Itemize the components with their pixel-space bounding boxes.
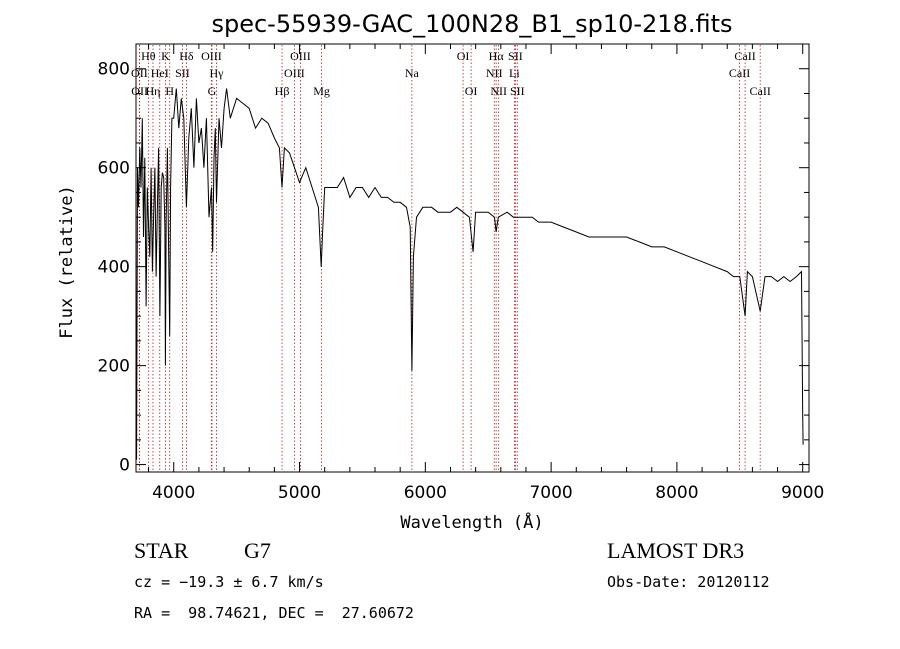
plot-frame [135, 43, 810, 473]
line-marker-label-25: CaII [734, 49, 755, 63]
observation-date: Obs-Date: 20120112 [607, 573, 770, 591]
y-axis-ticks: 0 200 400 600 800 [98, 43, 809, 476]
survey-name: LAMOST DR3 [607, 538, 745, 563]
spectrum-line [135, 88, 804, 460]
x-tick-label-4: 8000 [655, 483, 698, 503]
line-marker-label-13: OIII [284, 66, 305, 80]
line-marker-label-15: Mg [313, 84, 330, 98]
x-tick-label-0: 4000 [152, 483, 195, 503]
x-axis-label: Wavelength (Å) [400, 511, 543, 533]
x-tick-label-2: 6000 [404, 483, 447, 503]
line-marker-label-18: OI [465, 84, 478, 98]
y-tick-label-0: 0 [119, 456, 130, 476]
line-marker-label-6: H [165, 84, 174, 98]
object-subclass: G7 [244, 538, 271, 563]
line-marker-label-10: Hγ [210, 66, 225, 80]
line-marker-label-9: OIII [201, 49, 222, 63]
object-class: STAR [134, 538, 189, 563]
line-marker-label-14: OIII [290, 49, 311, 63]
line-marker-label-19: Hα [489, 49, 505, 63]
y-tick-label-3: 600 [98, 159, 130, 179]
line-marker-label-2: OII [131, 84, 148, 98]
line-marker-label-21: NII [490, 84, 507, 98]
x-tick-label-5: 9000 [781, 483, 824, 503]
line-marker-label-22: SII [508, 49, 523, 63]
line-marker-label-26: CaII [729, 66, 750, 80]
line-markers [138, 45, 761, 471]
x-axis-ticks: 4000 5000 6000 7000 8000 9000 [148, 44, 824, 503]
y-axis-label: Flux (relative) [57, 185, 77, 339]
y-tick-label-2: 400 [98, 258, 130, 278]
y-tick-label-1: 200 [98, 357, 130, 377]
x-tick-label-3: 7000 [529, 483, 572, 503]
coordinates: RA = 98.74621, DEC = 27.60672 [134, 604, 414, 622]
line-marker-label-20: NII [486, 66, 503, 80]
line-marker-label-1: OII [131, 66, 148, 80]
line-marker-label-16: Na [405, 66, 420, 80]
line-marker-label-12: Hβ [275, 84, 290, 98]
redshift-cz: cz = −19.3 ± 6.7 km/s [134, 573, 324, 591]
line-marker-label-3: Hη [146, 84, 161, 98]
line-marker-label-27: CaII [750, 84, 771, 98]
line-marker-label-24: SII [510, 84, 525, 98]
line-marker-label-7: SII [175, 66, 190, 80]
line-marker-label-4: HeI [151, 66, 169, 80]
line-marker-label-5: K [161, 49, 170, 63]
chart-title: spec-55939-GAC_100N28_B1_sp10-218.fits [211, 10, 732, 38]
y-tick-label-4: 800 [98, 60, 130, 80]
line-marker-label-11: G [208, 84, 217, 98]
x-tick-label-1: 5000 [278, 483, 321, 503]
line-marker-label-17: OI [457, 49, 470, 63]
line-marker-label-23: Li [509, 66, 520, 80]
line-marker-label-0: Hθ [141, 49, 156, 63]
line-marker-label-8: Hδ [179, 49, 194, 63]
